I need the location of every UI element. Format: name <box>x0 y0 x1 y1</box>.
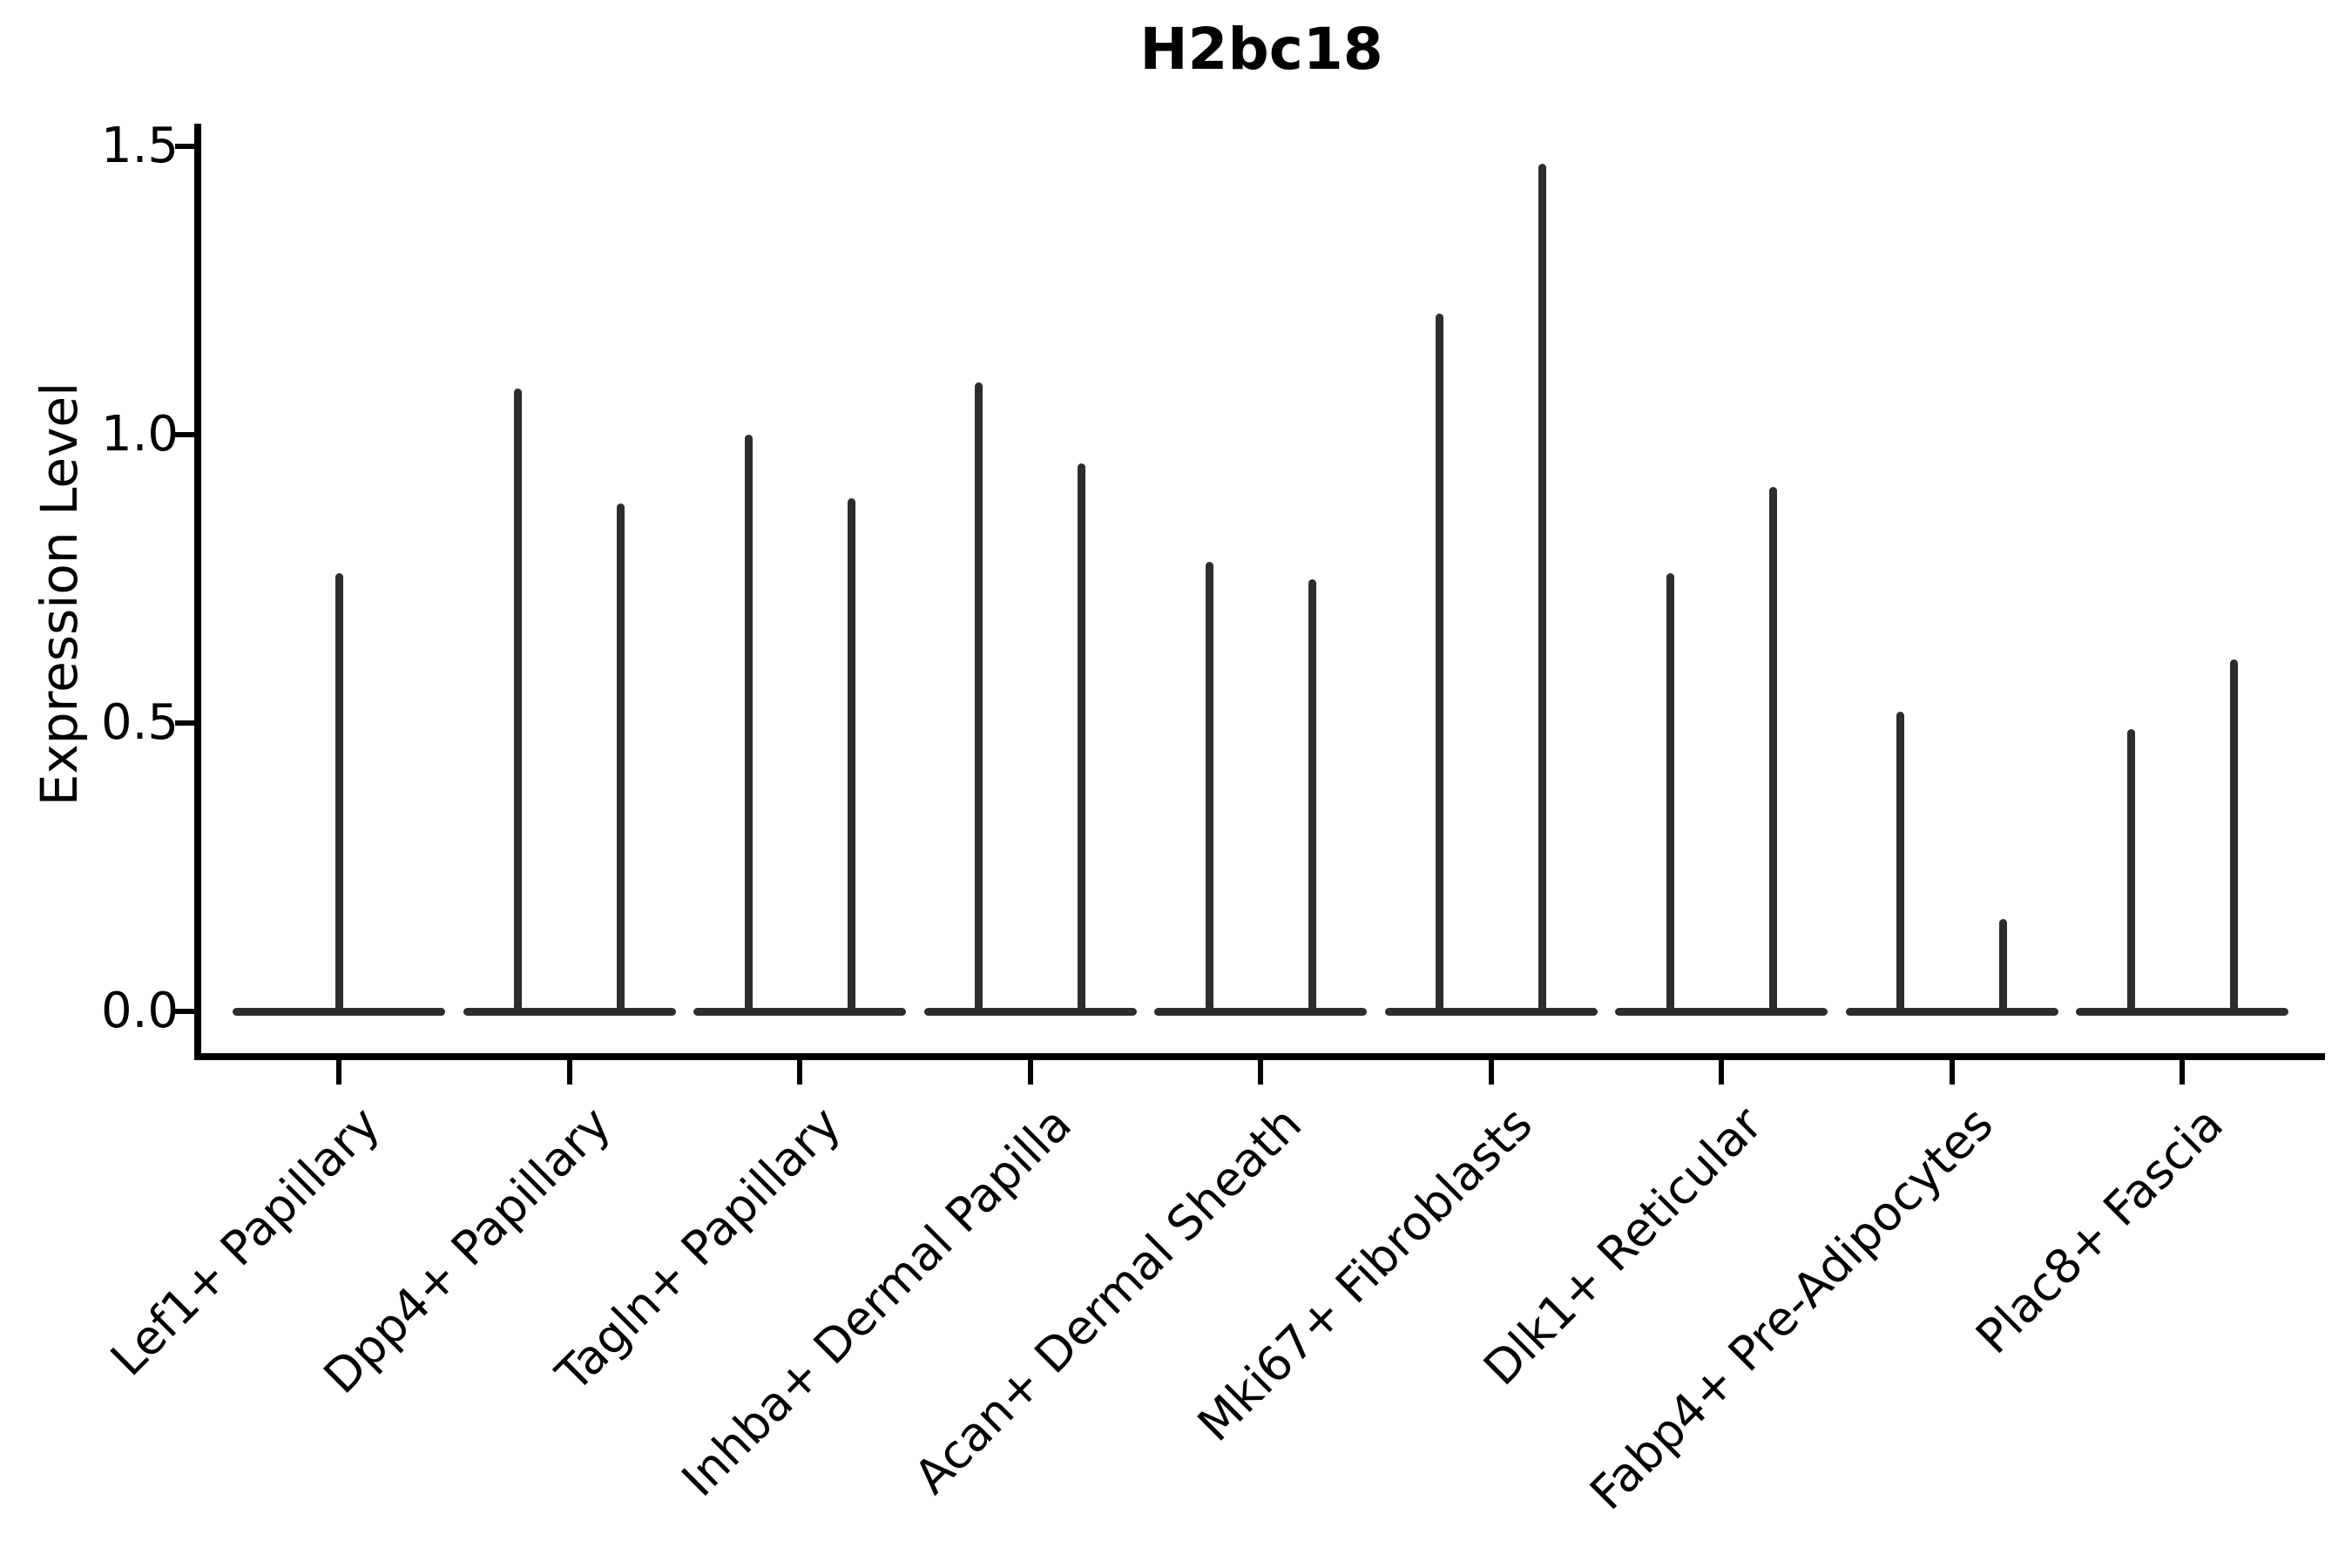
violin-spike <box>1078 463 1085 1015</box>
y-tick-label: 1.0 <box>100 406 179 463</box>
x-tick-mark <box>797 1060 802 1085</box>
x-tick-mark <box>336 1060 341 1085</box>
violin-baseline <box>1154 1008 1367 1016</box>
y-tick-mark <box>175 144 198 149</box>
x-tick-label: Plac8+ Fascia <box>1965 1096 2234 1365</box>
y-tick-label: 0.5 <box>100 694 179 751</box>
violin-spike <box>335 572 343 1015</box>
violin-baseline <box>1845 1008 2058 1016</box>
violin-baseline <box>693 1008 906 1016</box>
violin-baseline <box>463 1008 676 1016</box>
violin-spike <box>1538 163 1546 1015</box>
violin-spike <box>2229 659 2238 1015</box>
violin-spike <box>1436 313 1443 1015</box>
violin-spike <box>1999 919 2007 1015</box>
violin-spike <box>744 435 753 1015</box>
x-tick-label: Inhba+ Dermal Papilla <box>671 1096 1082 1507</box>
violin-baseline <box>2076 1008 2288 1016</box>
x-tick-mark <box>1488 1060 1494 1085</box>
y-tick-mark <box>175 720 198 726</box>
violin-spike <box>1308 578 1316 1015</box>
violin-spike <box>975 382 983 1015</box>
violin-spike <box>1666 572 1674 1015</box>
x-axis-spine <box>194 1053 2325 1060</box>
x-tick-mark <box>1949 1060 1955 1085</box>
chart-title: H2bc18 <box>1139 16 1383 83</box>
violin-spike <box>847 497 855 1015</box>
x-tick-mark <box>1258 1060 1263 1085</box>
x-tick-mark <box>1719 1060 1724 1085</box>
x-tick-mark <box>2180 1060 2185 1085</box>
violin-spike <box>1768 486 1777 1015</box>
y-tick-mark <box>175 432 198 437</box>
violin-baseline <box>1384 1008 1598 1016</box>
violin-spike <box>617 504 625 1015</box>
x-tick-label: Acan+ Dermal Sheath <box>903 1096 1313 1504</box>
y-tick-label: 1.5 <box>100 118 179 174</box>
violin-baseline <box>1615 1008 1828 1016</box>
x-tick-mark <box>1027 1060 1033 1085</box>
violin-baseline <box>923 1008 1137 1016</box>
y-tick-mark <box>175 1009 198 1014</box>
y-tick-label: 0.0 <box>100 983 179 1039</box>
violin-spike <box>1205 561 1213 1015</box>
violin-spike <box>2126 728 2135 1015</box>
x-tick-mark <box>566 1060 572 1085</box>
x-tick-label: Fabp4+ Pre-Adipocytes <box>1578 1096 2004 1521</box>
violin-spike <box>514 389 522 1015</box>
violin-spike <box>1896 711 1904 1015</box>
y-axis-spine <box>194 124 201 1060</box>
